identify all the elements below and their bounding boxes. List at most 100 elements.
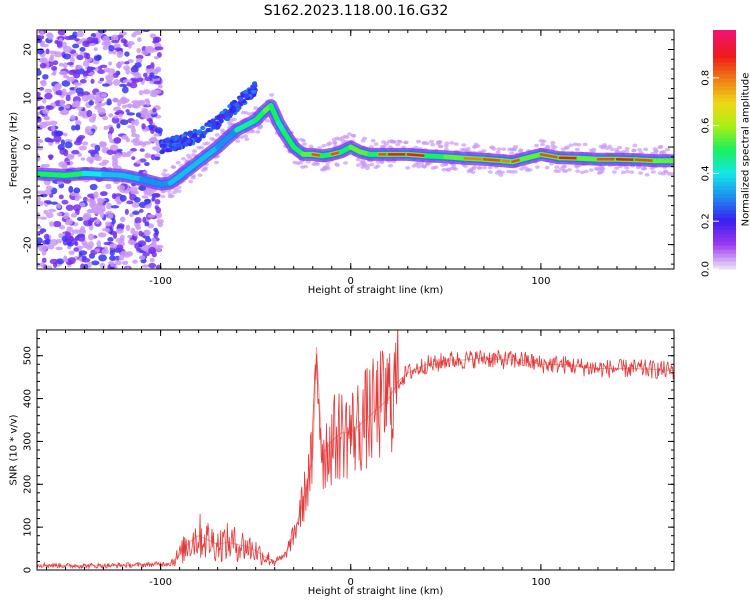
noise-blob bbox=[37, 153, 40, 161]
halo-blob bbox=[165, 173, 171, 177]
noise-blob bbox=[113, 137, 122, 144]
noise-blob bbox=[150, 136, 158, 142]
noise-blob bbox=[131, 33, 137, 38]
ridge-segment bbox=[424, 153, 449, 160]
halo-blob bbox=[368, 145, 374, 149]
colorbar-swatch bbox=[713, 245, 736, 250]
noise-blob bbox=[133, 196, 141, 203]
y-tick-label: 200 bbox=[23, 475, 34, 494]
noise-blob bbox=[42, 190, 52, 196]
noise-blob bbox=[146, 46, 155, 54]
snr-axes: -100 0 100 0 100 200 300 400 500 Height of straig… bbox=[9, 329, 675, 597]
ridge-segment bbox=[82, 170, 107, 177]
noise-blob bbox=[44, 88, 53, 93]
noise-blob bbox=[72, 31, 78, 38]
colorbar-swatch bbox=[713, 101, 736, 107]
noise-blob bbox=[131, 132, 137, 138]
noise-blob bbox=[109, 255, 116, 261]
halo-blob bbox=[534, 143, 540, 148]
colorbar-swatch bbox=[713, 161, 736, 167]
halo-blob bbox=[297, 161, 303, 165]
noise-blob bbox=[42, 108, 50, 115]
noise-blob bbox=[94, 104, 101, 110]
noise-blob bbox=[40, 193, 48, 198]
halo-blob bbox=[391, 140, 397, 144]
noise-blob bbox=[38, 86, 45, 91]
noise-blob bbox=[52, 85, 58, 92]
noise-blob bbox=[70, 212, 78, 218]
colorbar-swatch bbox=[713, 97, 736, 103]
colorbar-swatch bbox=[713, 217, 736, 222]
noise-blob bbox=[64, 35, 74, 41]
noise-blob bbox=[37, 200, 44, 207]
noise-blob bbox=[134, 62, 142, 68]
halo-blob bbox=[166, 189, 172, 193]
noise-blob bbox=[112, 97, 119, 103]
noise-blob bbox=[142, 252, 150, 257]
halo-blob bbox=[501, 147, 507, 151]
halo-blob bbox=[650, 170, 656, 174]
halo-blob bbox=[190, 175, 196, 180]
noise-blob bbox=[101, 83, 110, 87]
colorbar-swatch bbox=[713, 73, 736, 79]
secondary-ridge-blob bbox=[211, 125, 217, 130]
noise-blob bbox=[119, 216, 126, 223]
noise-blob bbox=[58, 161, 68, 168]
noise-blob bbox=[81, 94, 90, 102]
halo-blob bbox=[568, 143, 574, 148]
noise-blob bbox=[51, 65, 58, 71]
noise-blob bbox=[83, 52, 89, 59]
noise-blob bbox=[66, 241, 74, 247]
noise-blob bbox=[118, 254, 125, 261]
halo-blob bbox=[373, 142, 379, 146]
colorbar-tick-label: 0.4 bbox=[701, 165, 712, 181]
noise-blob bbox=[115, 244, 124, 251]
noise-blob bbox=[80, 109, 88, 117]
ridge-segment bbox=[268, 103, 281, 126]
secondary-ridge-blob bbox=[172, 136, 178, 142]
halo-blob bbox=[614, 166, 620, 170]
y-tick-label: 500 bbox=[23, 346, 34, 365]
secondary-ridge-blob bbox=[200, 125, 206, 131]
halo-blob bbox=[629, 170, 635, 175]
noise-blob bbox=[65, 204, 74, 211]
noise-blob bbox=[65, 154, 75, 158]
y-axis-label: SNR (10 * v/v) bbox=[9, 414, 20, 485]
noise-blob bbox=[80, 263, 85, 269]
noise-blob bbox=[121, 151, 127, 158]
colorbar-swatch bbox=[713, 57, 736, 63]
noise-blob bbox=[71, 149, 80, 155]
halo-blob bbox=[383, 142, 389, 146]
colorbar-swatch bbox=[713, 257, 736, 262]
noise-blob bbox=[138, 89, 144, 96]
noise-blob bbox=[58, 62, 65, 67]
halo-blob bbox=[624, 169, 630, 174]
noise-blob bbox=[101, 248, 109, 255]
halo-blob bbox=[525, 168, 531, 173]
halo-blob bbox=[582, 142, 588, 147]
noise-blob bbox=[144, 98, 150, 103]
noise-blob bbox=[48, 154, 53, 161]
noise-blob bbox=[145, 237, 152, 243]
halo-blob bbox=[562, 169, 568, 174]
noise-blob bbox=[87, 149, 97, 154]
colorbar-swatch bbox=[713, 89, 736, 95]
noise-blob bbox=[109, 266, 115, 269]
colorbar-swatch bbox=[713, 61, 736, 67]
noise-blob bbox=[56, 41, 63, 48]
noise-blob bbox=[46, 105, 54, 111]
halo-blob bbox=[550, 143, 556, 148]
noise-blob bbox=[152, 107, 157, 113]
halo-blob bbox=[301, 138, 307, 143]
y-tick-label: 0 bbox=[23, 144, 34, 150]
noise-blob bbox=[129, 81, 138, 89]
halo-blob bbox=[397, 140, 403, 144]
y-tick-label: 20 bbox=[23, 43, 34, 56]
noise-blob bbox=[66, 62, 74, 66]
colorbar-swatch bbox=[713, 49, 736, 55]
noise-blob bbox=[99, 211, 105, 219]
noise-blob bbox=[66, 226, 73, 233]
noise-blob bbox=[143, 72, 148, 78]
noise-blob bbox=[55, 246, 63, 251]
